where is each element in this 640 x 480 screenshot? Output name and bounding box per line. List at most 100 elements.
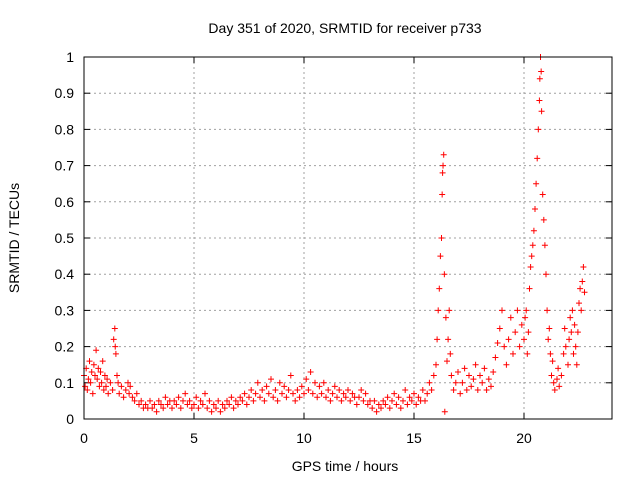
data-point <box>175 394 182 401</box>
data-point <box>188 405 195 412</box>
data-point <box>87 379 94 386</box>
data-point <box>115 379 122 386</box>
y-tick-label: 0.1 <box>55 375 75 391</box>
data-point <box>340 390 347 397</box>
data-point <box>435 307 442 314</box>
data-point <box>92 372 98 379</box>
data-point <box>133 390 140 397</box>
data-point <box>99 358 106 365</box>
data-point <box>441 408 448 415</box>
data-point <box>543 271 549 278</box>
data-point <box>210 401 217 408</box>
data-point <box>112 350 119 357</box>
data-point <box>444 358 450 365</box>
data-point <box>490 368 497 375</box>
data-point <box>442 314 449 321</box>
data-point <box>378 405 384 412</box>
data-point <box>126 390 133 397</box>
data-point <box>316 383 323 390</box>
data-point <box>353 401 360 408</box>
data-point <box>522 314 529 321</box>
data-point <box>485 376 492 383</box>
data-point <box>138 397 145 404</box>
data-point <box>525 329 532 336</box>
data-point <box>325 387 332 394</box>
data-point <box>536 97 543 104</box>
data-point <box>312 379 318 386</box>
data-point <box>389 397 395 404</box>
data-point <box>536 75 543 82</box>
data-point <box>215 397 222 404</box>
data-point <box>558 372 565 379</box>
data-point <box>136 401 142 408</box>
data-point <box>259 387 266 394</box>
y-tick-label: 0.7 <box>55 158 75 174</box>
data-point <box>230 405 237 412</box>
data-point <box>439 191 446 198</box>
data-point <box>213 405 219 412</box>
data-point <box>461 365 468 372</box>
data-point <box>570 350 577 357</box>
data-point <box>516 343 523 350</box>
data-point <box>448 372 455 379</box>
data-point <box>239 397 246 404</box>
data-point <box>94 376 101 383</box>
data-point <box>142 401 149 408</box>
data-point <box>369 405 376 412</box>
data-point <box>539 191 546 198</box>
data-point <box>452 379 459 386</box>
data-point <box>105 390 112 397</box>
data-point <box>576 300 582 307</box>
data-point <box>455 368 461 375</box>
data-point <box>296 394 303 401</box>
data-point <box>447 350 454 357</box>
data-point <box>560 350 567 357</box>
data-point <box>457 390 464 397</box>
y-tick-label: 0.3 <box>55 302 75 318</box>
data-point <box>169 405 175 412</box>
data-point <box>578 307 585 314</box>
data-point <box>303 376 310 383</box>
data-point <box>438 235 445 241</box>
data-point <box>538 68 545 75</box>
data-point <box>112 343 119 350</box>
data-point <box>197 397 204 404</box>
grid-lines <box>84 57 612 419</box>
data-point <box>338 397 345 404</box>
data-point <box>96 383 103 390</box>
x-tick-label: 10 <box>296 430 312 446</box>
data-point <box>533 180 540 187</box>
data-point <box>281 383 288 390</box>
data-point <box>349 390 356 397</box>
data-point <box>116 390 123 397</box>
data-point <box>111 325 118 332</box>
data-point <box>279 390 285 397</box>
data-point <box>534 155 541 162</box>
data-point <box>411 390 417 397</box>
data-point <box>474 387 481 394</box>
data-point <box>408 397 415 404</box>
data-point <box>248 387 255 394</box>
data-point <box>373 408 380 415</box>
data-point <box>327 397 334 404</box>
data-point <box>118 383 125 390</box>
data-point <box>415 394 422 401</box>
y-tick-label: 0.8 <box>55 121 75 137</box>
data-point <box>272 387 279 394</box>
data-point <box>426 379 433 386</box>
data-point <box>468 383 475 390</box>
data-point <box>440 162 447 169</box>
data-point <box>158 401 164 408</box>
data-point <box>232 397 239 404</box>
data-point <box>375 401 382 408</box>
x-tick-labels: 0 5 10 15 20 <box>80 430 532 446</box>
data-point <box>499 307 505 314</box>
chart-title: Day 351 of 2020, SRMTID for receiver p73… <box>208 20 481 36</box>
data-point <box>104 376 111 383</box>
data-point <box>347 397 354 404</box>
data-point <box>184 401 191 408</box>
data-point <box>180 397 186 404</box>
data-point <box>430 372 437 379</box>
